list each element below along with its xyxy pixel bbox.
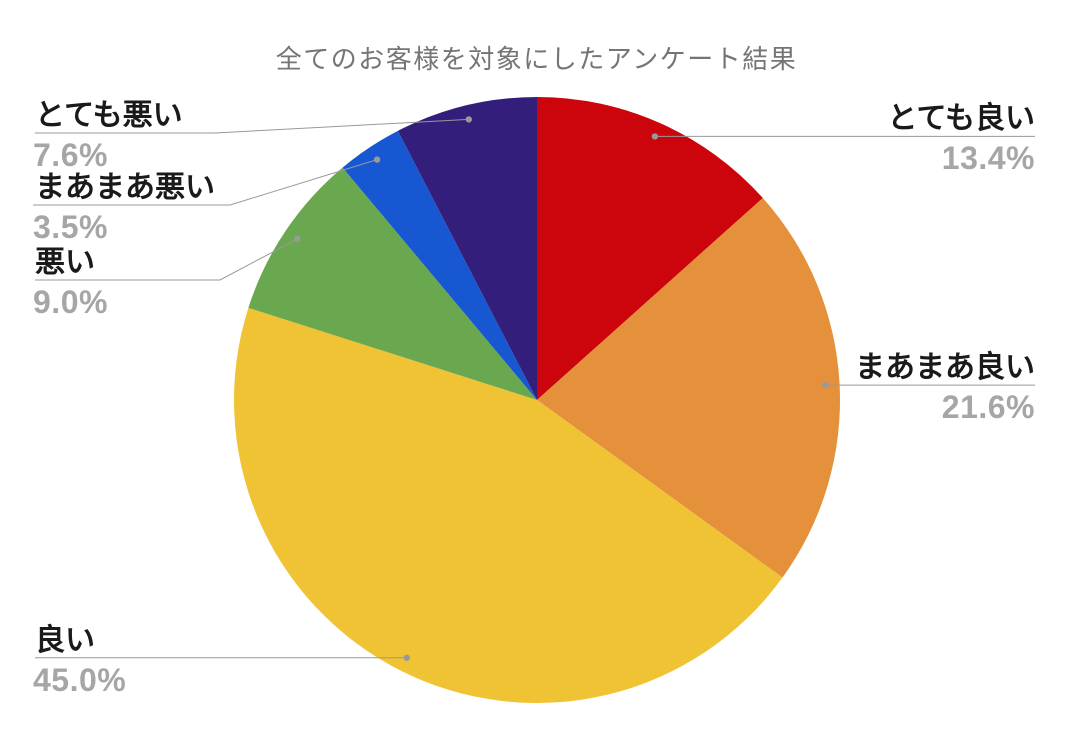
slice-label-good: 良い (35, 623, 95, 658)
leader-line-3 (35, 238, 298, 281)
leader-dot-1 (822, 381, 829, 389)
pie-slices (233, 97, 840, 703)
leader-dot-0 (651, 133, 659, 140)
leader-dot-4 (373, 156, 381, 163)
leader-dot-5 (465, 116, 472, 123)
pie-slice-4[interactable] (342, 130, 537, 400)
leader-dot-3 (294, 235, 301, 243)
slice-label-fairly-bad: まあまあ悪い (35, 170, 215, 205)
leader-line-4 (33, 159, 378, 206)
slice-percent-good: 45.0% (33, 662, 126, 698)
slice-label-fairly-good: まあまあ良い (855, 350, 1035, 385)
slice-percent-very-good: 13.4% (942, 140, 1035, 176)
slice-percent-very-bad: 7.6% (33, 137, 108, 173)
leader-lines (33, 116, 1035, 661)
slice-label-bad: 悪い (35, 245, 95, 280)
slice-percent-fairly-good: 21.6% (942, 389, 1035, 425)
leader-dot-2 (403, 654, 410, 661)
slice-label-very-bad: とても悪い (35, 98, 183, 133)
pie-slice-1[interactable] (537, 198, 840, 578)
pie-slice-5[interactable] (397, 97, 537, 400)
pie-slice-2[interactable] (233, 307, 783, 703)
slice-label-very-good: とても良い (887, 101, 1035, 136)
slice-percent-fairly-bad: 3.5% (33, 209, 108, 245)
pie-slice-3[interactable] (248, 167, 538, 400)
leader-line-5 (35, 118, 469, 134)
slice-percent-bad: 9.0% (33, 284, 108, 320)
pie-slice-0[interactable] (537, 97, 763, 400)
chart-title: 全てのお客様を対象にしたアンケート結果 (275, 44, 798, 74)
